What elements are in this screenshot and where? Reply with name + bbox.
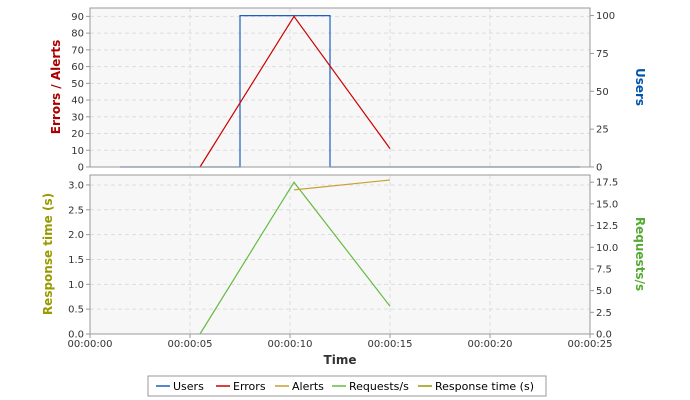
left-tick-label: 0 xyxy=(78,163,84,174)
left-tick-label: 20 xyxy=(71,129,84,140)
right-tick-label: 17.5 xyxy=(596,178,618,189)
right-tick-label: 10.0 xyxy=(596,243,618,254)
right-tick-label: 2.5 xyxy=(596,308,612,319)
series-errors-line xyxy=(199,15,391,168)
top-plot-background xyxy=(90,8,590,167)
right-tick-label: 75 xyxy=(596,49,609,60)
right-tick-label: 100 xyxy=(596,11,615,22)
x-tick-label: 00:00:15 xyxy=(368,339,413,350)
left-tick-label: 10 xyxy=(71,146,84,157)
x-tick-label: 00:00:25 xyxy=(568,339,613,350)
legend-box xyxy=(147,375,547,397)
tick-labels: 0 10 20 30 40 50 60 70 80 90 0 25 50 75 100 0.0 0.5 1.0 1.… xyxy=(68,11,619,350)
left-tick-label: 2.0 xyxy=(68,230,84,241)
right-tick-label: 15.0 xyxy=(596,199,618,210)
left-tick-label: 60 xyxy=(71,62,84,73)
left-tick-label: 1.5 xyxy=(68,255,84,266)
x-tick-label: 00:00:00 xyxy=(68,339,113,350)
bottom-plot-background xyxy=(90,175,590,334)
series-requests-s-line xyxy=(199,181,391,335)
left-tick-label: 70 xyxy=(71,45,84,56)
right-tick-label: 12.5 xyxy=(596,221,618,232)
right-tick-label: 7.5 xyxy=(596,264,612,275)
right-tick-label: 5.0 xyxy=(596,286,612,297)
left-tick-label: 2.5 xyxy=(68,205,84,216)
legend-label: Users xyxy=(173,380,204,393)
left-tick-label: 0.0 xyxy=(68,330,84,341)
x-tick-label: 00:00:20 xyxy=(468,339,513,350)
legend-label: Errors xyxy=(233,380,266,393)
legend-label: Response time (s) xyxy=(435,380,534,393)
left-tick-label: 80 xyxy=(71,29,84,40)
bottom-left-axis-title: Response time (s) xyxy=(41,193,55,315)
x-tick-label: 00:00:05 xyxy=(168,339,213,350)
right-tick-label: 0.0 xyxy=(596,330,612,341)
bottom-right-axis-title: Requests/s xyxy=(633,217,647,291)
right-tick-label: 50 xyxy=(596,87,609,98)
top-plot-frame xyxy=(89,7,591,168)
left-tick-label: 30 xyxy=(71,112,84,123)
legend-label: Requests/s xyxy=(349,380,409,393)
left-tick-label: 1.0 xyxy=(68,280,84,291)
right-tick-label: 25 xyxy=(596,125,609,136)
legend: Users Errors Alerts Requests/s Response time… xyxy=(156,380,534,393)
left-tick-label: 90 xyxy=(71,12,84,23)
bottom-plot-frame xyxy=(89,174,591,335)
x-tick-label: 00:00:10 xyxy=(268,339,313,350)
x-axis-title: Time xyxy=(324,353,357,367)
top-right-axis-title: Users xyxy=(633,68,647,106)
left-tick-label: 40 xyxy=(71,96,84,107)
left-tick-label: 0.5 xyxy=(68,305,84,316)
series-alerts-line xyxy=(293,179,391,191)
left-tick-label: 50 xyxy=(71,79,84,90)
legend-label: Alerts xyxy=(292,380,324,393)
top-left-axis-title: Errors / Alerts xyxy=(49,40,63,134)
left-tick-label: 3.0 xyxy=(68,180,84,191)
right-tick-label: 0 xyxy=(596,163,602,174)
